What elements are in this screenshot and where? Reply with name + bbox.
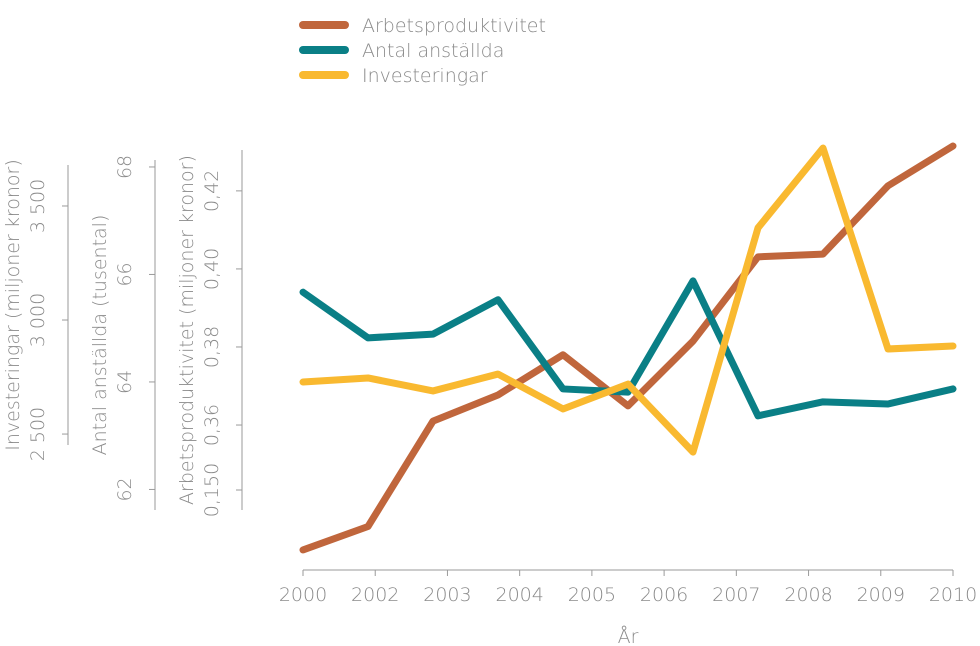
legend-label: Antal anställda bbox=[362, 40, 504, 62]
y-axis-title: Arbetsproduktivitet (miljoner kronor) bbox=[176, 155, 198, 505]
y-tick-label: 68 bbox=[114, 155, 136, 179]
y-tick-label: 2 500 bbox=[27, 407, 49, 461]
y-tick-label: 0,150 bbox=[201, 463, 223, 517]
y-tick-label: 0,38 bbox=[201, 326, 223, 368]
y-tick-label: 66 bbox=[114, 262, 136, 286]
x-tick-label: 2010 bbox=[929, 584, 977, 606]
y-tick-label: 0,42 bbox=[201, 170, 223, 212]
x-tick-label: 2005 bbox=[568, 584, 616, 606]
y-tick-label: 0,40 bbox=[201, 248, 223, 290]
x-tick-label: 2003 bbox=[423, 584, 471, 606]
series-line bbox=[299, 144, 957, 456]
x-tick-label: 2008 bbox=[784, 584, 832, 606]
x-tick-label: 2009 bbox=[857, 584, 905, 606]
y-axis-title: Antal anställda (tusental) bbox=[89, 215, 111, 456]
legend-label: Investeringar bbox=[362, 65, 488, 87]
x-axis-title: År bbox=[618, 625, 639, 646]
legend-label: Arbetsproduktivitet bbox=[362, 15, 546, 37]
series-line bbox=[299, 142, 957, 554]
x-tick-label: 2007 bbox=[712, 584, 760, 606]
y-tick-label: 3 500 bbox=[27, 179, 49, 233]
y-tick-label: 0,36 bbox=[201, 404, 223, 446]
x-tick-label: 2002 bbox=[351, 584, 399, 606]
y-tick-label: 64 bbox=[114, 370, 136, 394]
x-tick-label: 2000 bbox=[279, 584, 327, 606]
x-tick-label: 2004 bbox=[495, 584, 543, 606]
y-tick-label: 62 bbox=[114, 477, 136, 501]
y-tick-label: 3 000 bbox=[27, 293, 49, 347]
series-line bbox=[299, 277, 957, 420]
x-tick-label: 2006 bbox=[640, 584, 688, 606]
y-axis-title: Investeringar (miljoner kronor) bbox=[2, 159, 24, 451]
